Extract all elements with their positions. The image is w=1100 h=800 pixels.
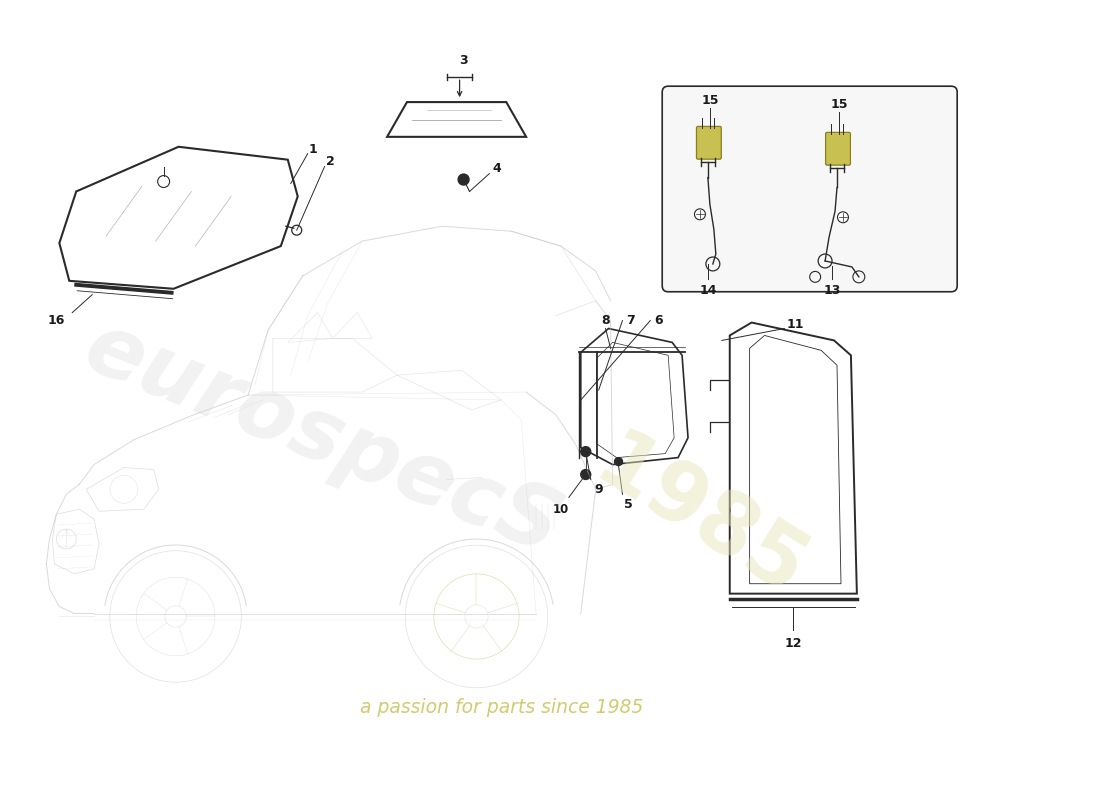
Text: 5: 5 <box>624 498 632 510</box>
Text: 16: 16 <box>47 314 65 327</box>
Text: 8: 8 <box>602 314 609 327</box>
Text: 2: 2 <box>326 155 334 168</box>
Circle shape <box>157 175 169 187</box>
Circle shape <box>615 458 623 466</box>
FancyBboxPatch shape <box>826 132 850 165</box>
Text: 9: 9 <box>594 483 603 496</box>
Text: eurospecS: eurospecS <box>73 306 572 573</box>
Text: 10: 10 <box>553 502 569 516</box>
Text: 7: 7 <box>626 314 635 327</box>
Text: 6: 6 <box>653 314 662 327</box>
Circle shape <box>694 209 705 220</box>
Text: 15: 15 <box>830 98 848 110</box>
Text: 1985: 1985 <box>580 423 820 615</box>
Text: 4: 4 <box>492 162 500 175</box>
Text: 11: 11 <box>786 318 804 331</box>
Text: 12: 12 <box>784 637 802 650</box>
Text: 3: 3 <box>460 54 467 67</box>
Text: 13: 13 <box>824 284 840 298</box>
Circle shape <box>458 174 469 185</box>
Text: 1: 1 <box>308 143 317 156</box>
Circle shape <box>837 212 848 222</box>
Circle shape <box>581 470 591 479</box>
FancyBboxPatch shape <box>662 86 957 292</box>
FancyBboxPatch shape <box>696 126 722 159</box>
Circle shape <box>581 446 591 457</box>
Text: 15: 15 <box>701 94 718 106</box>
Text: 14: 14 <box>700 284 716 298</box>
Text: a passion for parts since 1985: a passion for parts since 1985 <box>360 698 642 718</box>
